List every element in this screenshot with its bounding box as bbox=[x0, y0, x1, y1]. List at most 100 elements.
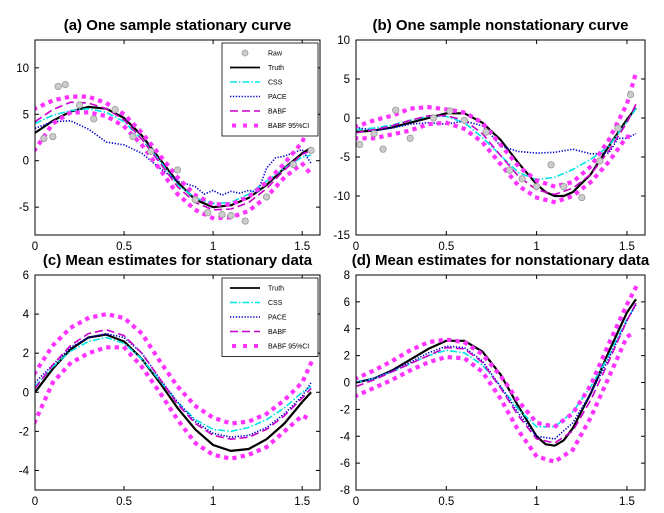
raw-point bbox=[614, 124, 622, 132]
y-tick-label: 6 bbox=[344, 297, 350, 309]
series-babf bbox=[35, 328, 312, 441]
y-tick-label: 4 bbox=[344, 324, 351, 336]
series-css bbox=[35, 107, 312, 205]
x-tick-label: 0 bbox=[353, 241, 359, 253]
series-babf bbox=[356, 302, 637, 444]
legend-label: BABF 95%CI bbox=[268, 123, 309, 130]
x-tick-label: 0.5 bbox=[116, 496, 132, 508]
legend-label: Raw bbox=[268, 51, 283, 58]
y-tick-label: 0 bbox=[344, 113, 350, 125]
legend-swatch-babf-95-ci bbox=[243, 123, 247, 128]
axes-frame bbox=[355, 39, 646, 236]
x-tick-label: 1 bbox=[210, 496, 216, 508]
legend-label: CSS bbox=[268, 300, 283, 307]
y-tick-label: 4 bbox=[23, 309, 30, 321]
raw-point bbox=[446, 107, 454, 115]
raw-point bbox=[430, 114, 438, 122]
y-tick-label: -4 bbox=[19, 465, 30, 477]
x-tick-label: 0 bbox=[353, 496, 359, 508]
raw-point bbox=[191, 196, 199, 204]
plot-area bbox=[35, 80, 315, 225]
raw-point bbox=[129, 132, 137, 141]
legend-box bbox=[221, 42, 319, 137]
raw-point bbox=[518, 175, 526, 183]
legend-label: Truth bbox=[268, 65, 284, 72]
raw-point bbox=[626, 91, 635, 99]
y-tick-label: 10 bbox=[16, 63, 29, 75]
legend-box bbox=[221, 277, 319, 357]
raw-point bbox=[90, 115, 98, 123]
raw-point bbox=[460, 116, 468, 124]
y-tick-label: -8 bbox=[340, 485, 350, 497]
legend: Raw Truth CSS PACE BABF BABF 95%CI bbox=[221, 42, 319, 137]
plot-area bbox=[356, 284, 639, 464]
y-tick-label: 6 bbox=[23, 270, 29, 282]
legend: Truth CSS PACE BABF BABF 95%CI bbox=[221, 277, 319, 357]
y-tick-label: -15 bbox=[333, 230, 350, 242]
series-truth bbox=[35, 105, 312, 209]
raw-point bbox=[147, 147, 155, 156]
raw-point bbox=[406, 134, 414, 142]
y-tick-label: 5 bbox=[344, 74, 350, 86]
raw-point bbox=[75, 101, 84, 109]
raw-point bbox=[578, 193, 586, 202]
x-tick-label: 0 bbox=[32, 241, 38, 253]
series-babf-95-ci-lower bbox=[356, 328, 639, 464]
panel-title: (b) One sample nonstationary curve bbox=[373, 17, 629, 34]
x-tick-label: 1.5 bbox=[294, 241, 310, 253]
x-tick-label: 0.5 bbox=[116, 241, 132, 253]
legend-swatch-raw bbox=[241, 49, 249, 57]
panel-4: (d) Mean estimates for nonstationary dat… bbox=[340, 252, 650, 508]
y-tick-label: 10 bbox=[337, 35, 350, 47]
series-babf bbox=[35, 101, 312, 211]
raw-point bbox=[482, 128, 490, 136]
y-tick-label: 0 bbox=[23, 387, 29, 399]
legend-label: PACE bbox=[268, 315, 287, 322]
legend-swatch-babf-95-ci bbox=[232, 123, 236, 128]
y-tick-label: -4 bbox=[340, 431, 351, 443]
x-tick-label: 1 bbox=[533, 496, 539, 508]
raw-point bbox=[560, 183, 568, 191]
y-tick-label: 0 bbox=[23, 156, 29, 168]
raw-point bbox=[379, 145, 387, 153]
y-tick-label: -5 bbox=[340, 152, 350, 164]
raw-point bbox=[370, 130, 378, 138]
series-pace bbox=[35, 332, 312, 439]
axes-frame bbox=[34, 274, 321, 491]
series-babf-95-ci-upper bbox=[35, 312, 314, 426]
x-tick-label: 0 bbox=[32, 496, 38, 508]
legend-label: CSS bbox=[268, 80, 283, 87]
legend-swatch-babf-95-ci bbox=[254, 123, 258, 128]
panel-1: (a) One sample stationary curve 0 0.5 1 1.5 1… bbox=[16, 17, 321, 253]
raw-point bbox=[262, 193, 271, 201]
panel-title: (a) One sample stationary curve bbox=[64, 17, 292, 34]
legend-label: BABF bbox=[268, 109, 286, 116]
series-pace bbox=[35, 120, 312, 196]
y-tick-label: -10 bbox=[333, 191, 350, 203]
raw-point bbox=[307, 146, 315, 155]
series-babf-95-ci-upper bbox=[356, 284, 639, 429]
plot-area bbox=[35, 312, 314, 461]
raw-point bbox=[392, 106, 400, 114]
legend-label: Truth bbox=[268, 286, 284, 293]
raw-point bbox=[356, 140, 364, 149]
legend-label: BABF 95%CI bbox=[268, 344, 309, 351]
raw-point bbox=[505, 166, 514, 174]
x-tick-label: 1 bbox=[533, 241, 539, 253]
series-babf-95-ci-lower bbox=[356, 120, 639, 205]
panel-title: (c) Mean estimates for stationary data bbox=[43, 252, 313, 269]
raw-point bbox=[61, 80, 69, 89]
raw-point bbox=[227, 211, 235, 220]
axes-frame bbox=[355, 274, 646, 491]
series-css bbox=[35, 336, 312, 433]
raw-point bbox=[111, 106, 119, 114]
panel-title: (d) Mean estimates for nonstationary dat… bbox=[352, 252, 650, 269]
series-babf-95-ci-lower bbox=[35, 345, 314, 461]
raw-point bbox=[54, 82, 62, 91]
raw-point bbox=[204, 209, 212, 217]
x-tick-label: 1 bbox=[210, 241, 216, 253]
y-tick-label: -2 bbox=[340, 404, 350, 416]
raw-point bbox=[241, 217, 249, 225]
raw-point bbox=[596, 157, 604, 165]
